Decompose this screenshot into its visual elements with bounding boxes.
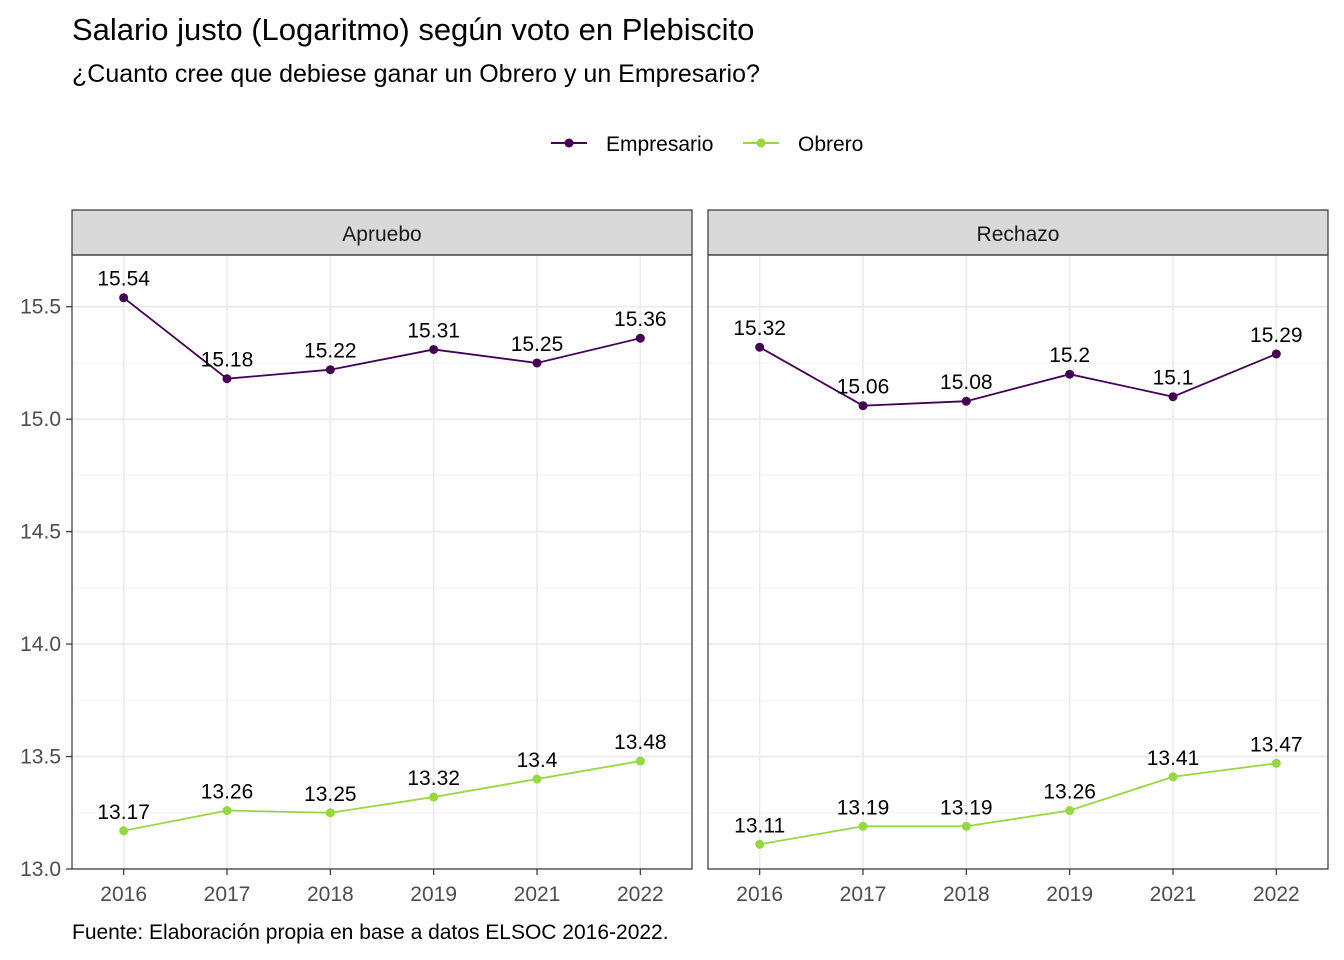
data-point [858,401,868,411]
x-tick-label: 2017 [204,883,251,906]
data-label: 15.31 [407,319,460,342]
data-point [532,358,542,368]
legend-label: Obrero [798,133,863,156]
data-label: 15.54 [97,268,150,291]
x-tick-label: 2019 [1046,883,1093,906]
y-tick-label: 14.0 [20,633,61,656]
facet-panels: Apruebo 15.54 15.18 15.22 15.31 15.25 15.36 13.… [20,209,1329,906]
data-point [1065,369,1075,379]
x-tick-label: 2021 [1150,883,1197,906]
legend: Empresario Obrero [551,133,863,156]
y-tick-label: 15.5 [20,296,61,319]
panel-rechazo: Rechazo 15.32 15.06 15.08 15.2 15.1 15.29 13.11… [707,209,1329,906]
facet-strip [71,209,693,256]
x-tick-label: 2019 [410,883,457,906]
x-tick-label: 2018 [943,883,990,906]
data-label: 13.11 [734,814,785,837]
y-tick-label: 15.0 [20,408,61,431]
data-label: 13.26 [201,781,254,804]
legend-item-empresario: Empresario [551,133,713,156]
data-label: 13.41 [1147,747,1200,770]
data-label: 13.47 [1250,733,1303,756]
data-point [325,365,335,375]
facet-strip-label: Apruebo [342,223,421,246]
legend-item-obrero: Obrero [743,133,863,156]
data-point [532,774,542,784]
chart-subtitle: ¿Cuanto cree que debiese ganar un Obrero… [72,60,760,88]
data-point [755,839,765,849]
data-label: 15.06 [837,376,890,399]
data-point [119,293,129,303]
y-tick-label: 14.5 [20,521,61,544]
facet-strip [707,209,1329,256]
x-tick-label: 2016 [100,883,147,906]
x-tick-label: 2022 [617,883,664,906]
y-tick-label: 13.0 [20,858,61,881]
data-label: 15.22 [304,340,357,363]
legend-key-point [756,138,766,148]
data-label: 15.32 [733,317,786,340]
panel-background [708,255,1328,869]
data-point [429,792,439,802]
data-point [961,396,971,406]
data-label: 15.36 [614,308,667,331]
data-point [858,821,868,831]
data-label: 13.32 [407,767,460,790]
data-point [429,344,439,354]
data-label: 13.19 [837,796,890,819]
data-point [635,756,645,766]
series-obrero: 13.11 13.19 13.19 13.26 13.41 13.47 [734,733,1303,849]
y-tick-label: 13.5 [20,746,61,769]
chart-title: Salario justo (Logaritmo) según voto en … [72,12,755,47]
data-label: 15.1 [1153,367,1194,390]
legend-label: Empresario [606,133,713,156]
facet-strip-label: Rechazo [977,223,1060,246]
data-label: 15.08 [940,371,993,394]
x-tick-label: 2018 [307,883,354,906]
data-point [325,808,335,818]
x-tick-label: 2017 [840,883,887,906]
x-tick-label: 2022 [1253,883,1300,906]
data-label: 13.26 [1043,781,1096,804]
series-empresario: 15.54 15.18 15.22 15.31 15.25 15.36 [97,268,667,384]
data-point [222,374,232,384]
data-point [1065,806,1075,816]
panel-apruebo: Apruebo 15.54 15.18 15.22 15.31 15.25 15.36 13.… [20,209,693,906]
data-point [119,826,129,836]
data-point [1271,349,1281,359]
x-tick-label: 2021 [514,883,561,906]
series-empresario: 15.32 15.06 15.08 15.2 15.1 15.29 [733,317,1303,411]
panel-border [71,254,693,870]
data-point [635,333,645,343]
data-label: 15.29 [1250,324,1303,347]
data-point [1271,758,1281,768]
data-label: 15.25 [511,333,564,356]
data-point [1168,772,1178,782]
data-label: 15.18 [201,349,254,372]
legend-key-point [564,138,574,148]
data-point [755,342,765,352]
data-label: 13.25 [304,783,357,806]
series-line [123,760,641,832]
panel-border [707,254,1329,870]
x-tick-label: 2016 [736,883,783,906]
series-line [123,297,641,380]
data-label: 13.4 [517,749,558,772]
panel-background [72,255,692,869]
data-point [222,806,232,816]
series-line [759,762,1277,846]
data-label: 13.19 [940,796,993,819]
data-label: 13.48 [614,731,667,754]
data-point [1168,392,1178,402]
data-label: 15.2 [1049,344,1090,367]
data-point [961,821,971,831]
series-line [759,346,1277,407]
data-label: 13.17 [97,801,150,824]
series-obrero: 13.17 13.26 13.25 13.32 13.4 13.48 [97,731,667,836]
chart-caption: Fuente: Elaboración propia en base a dat… [72,921,669,944]
